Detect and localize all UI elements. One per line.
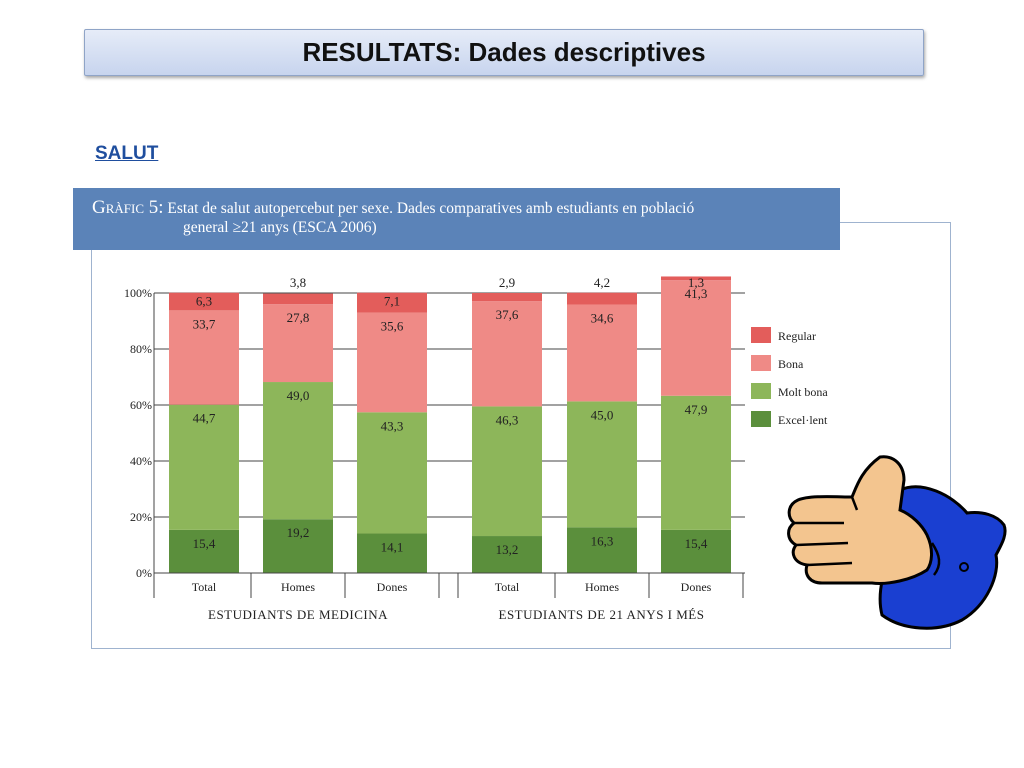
stacked-bar-chart: 0% 20% 40% 60% 80% 100% 15,4 44,7 33,7 6,3 19,2 49,… [124,275,828,622]
cuff-line [930,542,941,576]
bar-segment [472,301,542,407]
data-label: 14,1 [381,540,404,555]
bar-segment [472,293,542,302]
bar-segment [567,292,637,305]
data-label: 46,3 [496,412,519,427]
bar-segment [472,406,542,537]
legend-label: Molt bona [778,385,828,399]
data-label: 4,2 [594,275,610,290]
bar-segment [661,276,731,281]
bar-segment [263,304,333,383]
group-label: ESTUDIANTS DE MEDICINA [208,607,388,622]
section-label: SALUT [95,143,159,164]
data-label: 27,8 [287,310,310,325]
chart-caption-line1: Estat de salut autopercebut per sexe. Da… [167,200,695,217]
bar-segment [661,395,731,530]
bar-segment [169,404,239,530]
data-label: 37,6 [496,307,519,322]
data-label: 33,7 [193,316,216,331]
slide-title: RESULTATS: Dades descriptives [302,37,706,67]
data-label: 3,8 [290,275,306,290]
category-label: Homes [281,580,315,594]
data-label: 15,4 [685,536,708,551]
title-box: RESULTATS: Dades descriptives [84,29,924,76]
finger-lines [794,496,859,567]
legend-label: Excel·lent [778,413,828,427]
cuff-button [959,562,969,572]
chart-caption-banner: Gràfic 5: Estat de salut autopercebut pe… [73,188,840,250]
data-label: 34,6 [591,310,614,325]
group-label: ESTUDIANTS DE 21 ANYS I MÉS [499,607,705,622]
bar-segment [357,292,427,313]
category-label: Homes [585,580,619,594]
bar-segment [567,527,637,573]
chart-caption-label: Gràfic 5: [92,197,164,218]
bar-segment [169,310,239,405]
bar-segment [661,529,731,573]
data-label: 49,0 [287,388,310,403]
legend-label: Regular [778,329,816,343]
y-tick-label: 100% [124,286,152,300]
data-label: 47,9 [685,402,708,417]
data-label: 1,3 [688,275,704,290]
y-tick-label: 80% [130,342,152,356]
data-label: 35,6 [381,319,404,334]
data-label: 13,2 [496,542,519,557]
y-tick-label: 60% [130,398,152,412]
bar-segment [357,312,427,413]
bar-segment [169,292,239,311]
data-label: 45,0 [591,407,614,422]
y-tick-label: 0% [136,566,152,580]
chart-caption-line2: general ≥21 anys (ESCA 2006) [183,219,377,236]
bar-segment [169,529,239,573]
thumbs-up-icon [787,455,1007,630]
y-tick-label: 20% [130,510,152,524]
data-label: 2,9 [499,275,515,290]
bar-segment [661,280,731,396]
bar-segment [472,536,542,573]
legend-swatch [751,355,771,371]
data-label: 19,2 [287,525,310,540]
bar-segment [263,293,333,305]
chart-frame: 0% 20% 40% 60% 80% 100% 15,4 44,7 33,7 6,3 19,2 49,… [91,222,951,649]
chart-caption: Gràfic 5: Estat de salut autopercebut pe… [92,198,832,237]
data-label: 44,7 [193,411,216,426]
legend-swatch [751,383,771,399]
legend-swatch [751,411,771,427]
y-tick-label: 40% [130,454,152,468]
bar-segment [567,401,637,528]
bar-segment [357,533,427,573]
legend-label: Bona [778,357,804,371]
bar-segment [263,382,333,520]
bar-segment [567,304,637,402]
data-label: 41,3 [685,286,708,301]
category-label: Total [495,580,520,594]
data-label: 7,1 [384,294,400,309]
thumb-hand [787,455,933,585]
data-label: 15,4 [193,536,216,551]
data-label: 43,3 [381,418,404,433]
category-label: Dones [681,580,712,594]
category-label: Total [192,580,217,594]
bar-segment [263,519,333,573]
legend-swatch [751,327,771,343]
category-label: Dones [377,580,408,594]
data-label: 16,3 [591,533,614,548]
bar-segment [357,412,427,534]
data-label: 6,3 [196,294,212,309]
